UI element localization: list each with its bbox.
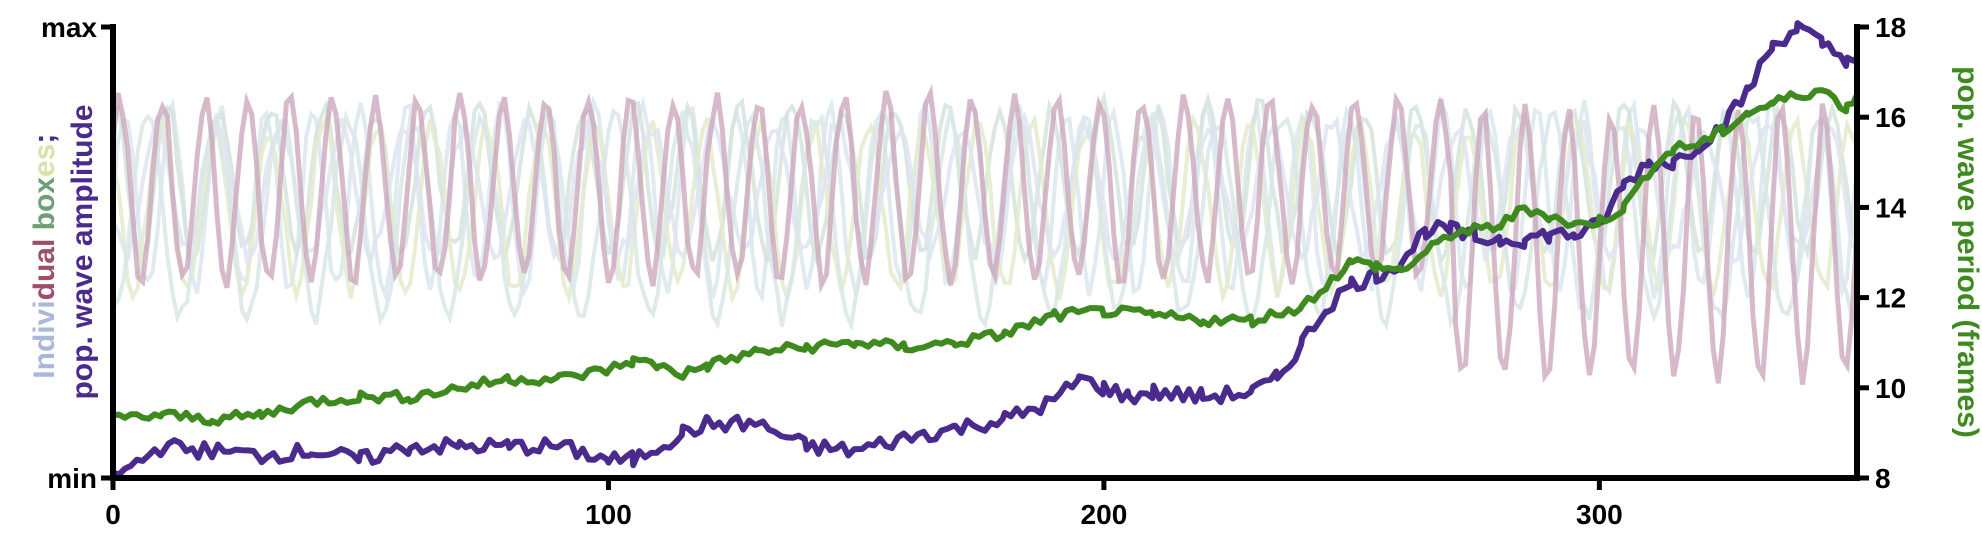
x-tick-label-100: 100 [585, 499, 632, 530]
left-tick-label-min: min [47, 463, 97, 494]
left-axis-label-part-1: Indivi [28, 300, 61, 378]
left-axis-label-part-5: ; [28, 134, 61, 144]
left-axis-label-line2: pop. wave amplitude [66, 104, 99, 399]
amplitude-series-line [111, 20, 1859, 478]
ticks-layer: 0 100 200 300 max min 8 10 12 14 16 18 [41, 12, 1907, 530]
axis-labels-layer: Individual boxes; pop. wave amplitude po… [28, 66, 1982, 438]
left-axis-label-line1: Individual boxes; [28, 134, 61, 379]
population-series-layer [111, 20, 1860, 478]
left-axis-label-part-4: es [28, 144, 61, 177]
period-series-line [112, 87, 1860, 427]
individual-box-line-highlight [110, 84, 1860, 385]
x-tick-label-300: 300 [1576, 499, 1623, 530]
right-tick-label-16: 16 [1875, 102, 1906, 133]
right-tick-label-12: 12 [1875, 283, 1906, 314]
right-axis-label: pop. wave period (frames) [1951, 66, 1982, 438]
left-axis-label: Individual boxes; pop. wave amplitude [28, 104, 99, 399]
left-axis-label-part-2: dual [28, 230, 61, 300]
right-tick-label-14: 14 [1875, 192, 1907, 223]
individual-box-line-4 [111, 111, 1858, 269]
x-tick-label-200: 200 [1081, 499, 1128, 530]
left-axis-label-part-3: box [28, 177, 61, 231]
right-tick-label-18: 18 [1875, 12, 1906, 43]
axes-layer [110, 24, 1860, 481]
left-tick-label-max: max [41, 12, 97, 43]
right-tick-label-8: 8 [1875, 463, 1891, 494]
individual-box-line-5 [111, 103, 1858, 332]
right-tick-label-10: 10 [1875, 373, 1906, 404]
x-tick-label-0: 0 [105, 499, 121, 530]
individual-box-highlight-layer [110, 84, 1860, 385]
